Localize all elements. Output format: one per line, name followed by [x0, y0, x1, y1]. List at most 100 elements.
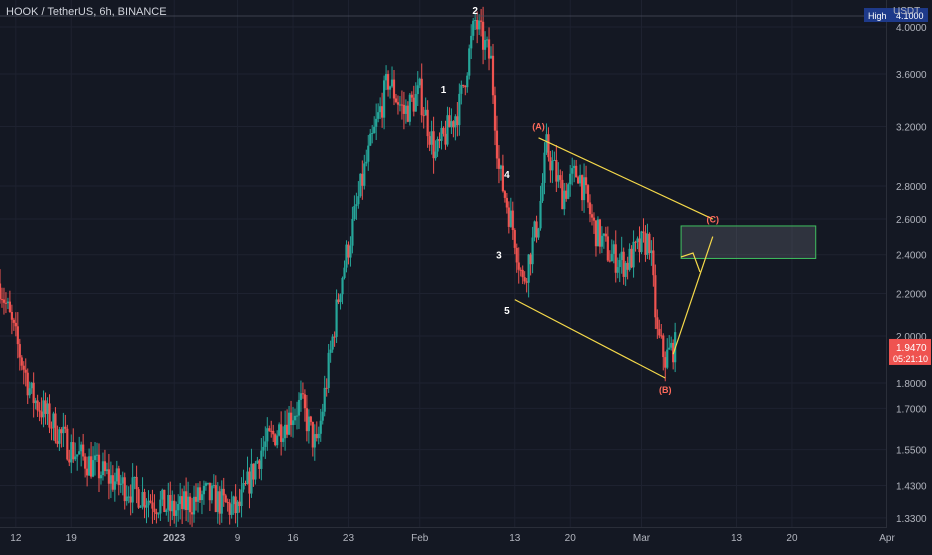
- wave-label[interactable]: 4: [504, 170, 510, 181]
- target-zone-box[interactable]: [680, 225, 817, 259]
- candle-body: [14, 322, 17, 327]
- candle-body: [289, 412, 293, 426]
- candle-body: [604, 233, 607, 237]
- candle-body: [218, 491, 221, 514]
- time-tick-label: 9: [235, 533, 241, 544]
- candle-body: [145, 505, 148, 508]
- candle-body: [66, 428, 69, 460]
- candle-body: [226, 502, 229, 504]
- candle-body: [258, 460, 261, 469]
- candle-body: [398, 104, 402, 106]
- symbol-title[interactable]: HOOK / TetherUS, 6h, BINANCE: [6, 6, 167, 18]
- channel-lower-line[interactable]: [514, 299, 666, 379]
- candle-body: [662, 335, 665, 358]
- candle-body: [82, 444, 85, 457]
- channel-upper-line[interactable]: [538, 137, 714, 220]
- candle-body: [76, 454, 79, 457]
- candle-body: [535, 221, 538, 238]
- candle-body: [97, 454, 101, 479]
- candle-body: [386, 74, 390, 90]
- candle-body: [48, 403, 51, 428]
- candle-body: [200, 494, 204, 501]
- candle-body: [188, 496, 192, 513]
- candle-body: [159, 499, 162, 514]
- wave-label[interactable]: 2: [472, 6, 478, 17]
- candle-body: [165, 509, 168, 512]
- candle-body: [242, 483, 245, 490]
- candle-body: [503, 191, 506, 198]
- candle-body: [169, 494, 172, 512]
- candle-body: [204, 483, 208, 486]
- projection-arrow-line[interactable]: [672, 236, 714, 355]
- candle-body: [396, 102, 400, 105]
- high-badge-label: High: [868, 11, 887, 21]
- candle-body: [569, 173, 572, 185]
- candle-body: [22, 365, 25, 370]
- candle-body: [163, 489, 166, 512]
- candle-body: [480, 20, 483, 22]
- candle-body: [402, 104, 406, 114]
- candle-body: [416, 85, 419, 95]
- time-axis[interactable]: 12 19 2023 9 16 23 Feb 13 20 Mar 13 20 Apr: [10, 533, 895, 544]
- price-axis[interactable]: 4.0000 3.6000 3.2000 2.8000 2.6000 2.4000 2.20…: [896, 23, 927, 525]
- candle-body: [111, 475, 114, 490]
- candle-body: [293, 415, 297, 421]
- candle-body: [456, 116, 459, 126]
- candle-body: [115, 468, 118, 482]
- candle-body: [381, 106, 384, 118]
- candle-body: [383, 80, 386, 118]
- candle-body: [291, 420, 295, 426]
- candle-body: [262, 446, 265, 451]
- candle-body: [34, 400, 37, 404]
- candle-body: [598, 219, 602, 247]
- candle-body: [580, 175, 584, 201]
- candle-body: [167, 494, 170, 510]
- wave-label[interactable]: (A): [532, 121, 545, 131]
- wave-label[interactable]: (B): [659, 385, 672, 395]
- candle-body: [18, 344, 21, 358]
- candle-body: [408, 94, 411, 122]
- candle-body: [46, 403, 49, 414]
- candle-body: [660, 335, 663, 337]
- time-tick-label: 12: [10, 533, 22, 544]
- candle-body: [422, 115, 425, 117]
- wave-label[interactable]: (C): [707, 214, 720, 224]
- candle-body: [563, 190, 566, 210]
- candle-body: [582, 177, 586, 201]
- candle-body: [373, 126, 376, 133]
- candle-body: [331, 336, 334, 350]
- wave-label[interactable]: 5: [504, 306, 510, 317]
- candle-body: [20, 357, 23, 366]
- candle-body: [224, 495, 227, 503]
- candle-body: [507, 207, 510, 227]
- candle-body: [309, 416, 312, 422]
- candle-body: [105, 469, 109, 472]
- time-tick-label: 16: [287, 533, 299, 544]
- candle-body: [305, 408, 308, 432]
- bar-countdown: 05:21:10: [893, 354, 928, 364]
- wave-label[interactable]: 1: [441, 85, 447, 96]
- candle-body: [244, 483, 247, 485]
- candle-body: [78, 451, 81, 455]
- candle-body: [476, 20, 479, 30]
- candle-body: [103, 461, 107, 472]
- candle-body: [596, 219, 600, 247]
- candle-body: [91, 460, 95, 477]
- candle-body: [549, 157, 552, 171]
- candle-body: [28, 388, 31, 396]
- candle-body: [466, 75, 469, 88]
- candle-body: [644, 232, 647, 255]
- drawings[interactable]: 1 2 3 4 5 (A) (B) (C): [441, 6, 817, 395]
- candle-body: [36, 400, 39, 411]
- candle-body: [212, 485, 215, 487]
- candle-body: [285, 424, 289, 435]
- wave-label[interactable]: 3: [496, 250, 502, 261]
- candle-body: [177, 503, 180, 511]
- candle-body: [478, 20, 481, 30]
- candle-body: [87, 456, 91, 476]
- candle-body: [236, 501, 239, 514]
- candle-body: [70, 442, 73, 463]
- candle-body: [557, 175, 560, 182]
